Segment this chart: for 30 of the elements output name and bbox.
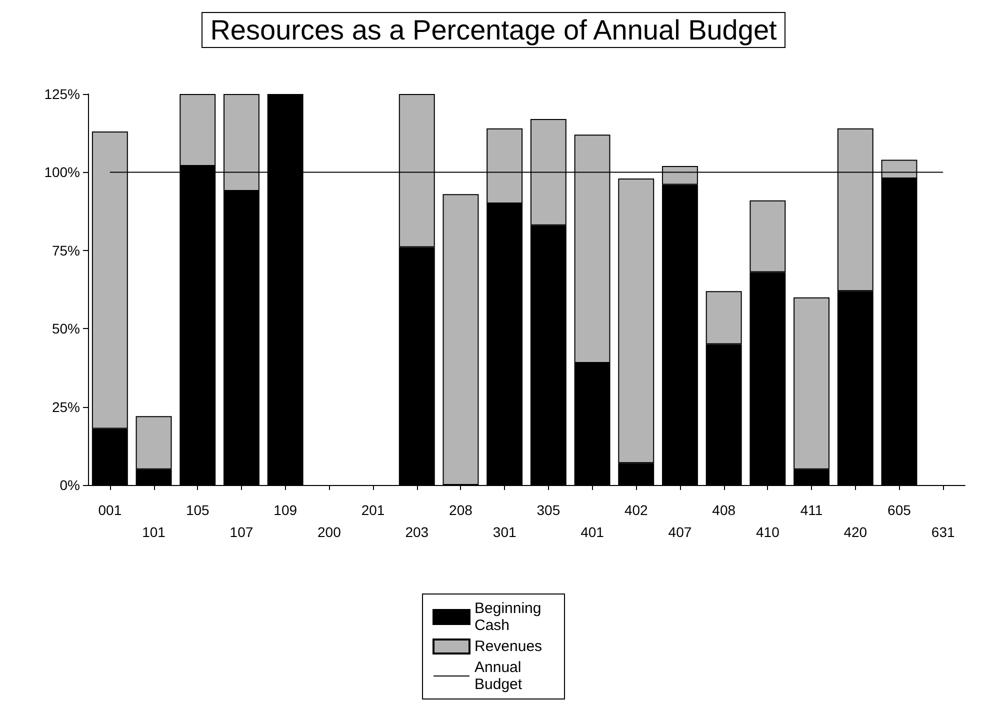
y-tick-label: 125%	[44, 86, 80, 102]
y-tick-label: 75%	[52, 242, 80, 258]
legend-label: Beginning Cash	[474, 600, 546, 634]
x-tick-label: 201	[361, 502, 385, 518]
y-tick-label: 100%	[44, 164, 80, 180]
x-tick-label: 407	[668, 524, 692, 540]
x-tick-label: 605	[888, 502, 912, 518]
x-tick-label: 401	[580, 524, 604, 540]
x-tick-label: 107	[230, 524, 254, 540]
x-tick-label: 305	[536, 502, 560, 518]
y-tick-label: 50%	[52, 320, 80, 337]
x-tick-label: 200	[317, 524, 342, 540]
legend-label: Revenues	[474, 638, 542, 655]
x-tick-label: 203	[405, 524, 429, 540]
x-tick-label: 420	[844, 524, 868, 540]
y-tick-label: 25%	[52, 398, 80, 415]
x-tick-label: 631	[931, 524, 955, 540]
legend-label: Annual Budget	[474, 659, 526, 693]
x-tick-label: 105	[186, 502, 210, 518]
x-tick-label: 402	[624, 502, 648, 518]
x-tick-label: 001	[98, 502, 122, 518]
x-tick-label: 208	[449, 502, 473, 518]
chart-title: Resources as a Percentage of Annual Budget	[210, 14, 778, 46]
y-tick-label: 0%	[60, 477, 80, 493]
x-tick-label: 101	[142, 524, 166, 540]
x-tick-label: 408	[712, 502, 736, 518]
x-tick-label: 301	[492, 524, 516, 540]
x-tick-label: 411	[800, 502, 823, 518]
x-tick-label: 109	[274, 502, 298, 518]
x-tick-label: 410	[756, 524, 780, 540]
